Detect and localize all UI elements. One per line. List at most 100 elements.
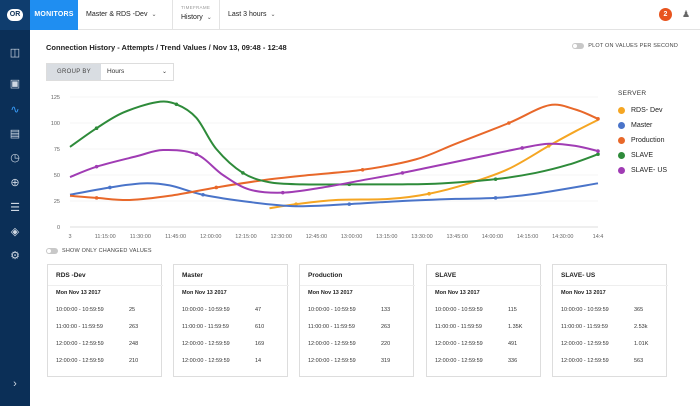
clock-icon[interactable]: ◷ (10, 152, 20, 164)
x-tick-label: 3 (68, 234, 71, 240)
card-title: SLAVE (435, 272, 457, 279)
settings-icon[interactable]: ⚙ (10, 250, 20, 262)
search-zoom-icon[interactable]: ⊕ (10, 177, 20, 189)
legend-title: SERVER (618, 90, 647, 97)
toggle-switch[interactable] (46, 248, 58, 254)
changed-values-toggle[interactable]: SHOW ONLY CHANGED VALUES (46, 248, 152, 254)
toggle-switch[interactable] (572, 43, 585, 49)
timeframe-select[interactable]: TIMEFRAME History ⌄ (173, 0, 220, 30)
server-summary-card: Production Mon Nov 13 2017 10:00:00 - 10:5… (299, 264, 415, 377)
layers-icon[interactable]: ◈ (10, 226, 20, 238)
legend-label: RDS- Dev (631, 107, 663, 114)
data-point (596, 152, 600, 156)
time-range: 12:00:00 - 12:59:59 (435, 341, 483, 347)
chart-title: Connection History - Attempts / Trend Va… (46, 43, 287, 52)
y-tick-label: 25 (54, 199, 60, 205)
time-range: 11:00:00 - 11:59:59 (308, 324, 355, 330)
legend-dot-icon (618, 137, 625, 144)
data-point (493, 177, 498, 181)
document-icon[interactable]: ▤ (9, 128, 21, 140)
series-line-2 (69, 182, 599, 208)
chevron-down-icon: ⌄ (151, 12, 157, 18)
x-tick-label: 11:45:00 (165, 234, 186, 240)
activity-icon[interactable]: ∿ (10, 104, 20, 116)
sidebar: OR ◫ ▣ ∿ ▤ ◷ ⊕ ☰ ◈ ⚙ › (0, 0, 30, 406)
row-value: 263 (381, 324, 391, 330)
legend-item[interactable]: RDS- Dev (618, 103, 667, 118)
x-tick-label: 11:15:00 (95, 234, 116, 240)
timeframe-value: History (181, 14, 203, 21)
divider (553, 285, 668, 286)
monitor-icon[interactable]: ▣ (9, 78, 21, 90)
series-line-4 (69, 100, 599, 186)
divider (300, 285, 415, 286)
row-value: 319 (381, 358, 391, 364)
group-by-value: Hours (106, 68, 125, 75)
chevron-down-icon: ⌄ (206, 15, 212, 21)
data-point (507, 121, 511, 125)
row-value: 365 (634, 307, 644, 313)
tab-monitors[interactable]: MONITORS (30, 0, 78, 30)
group-by-select[interactable]: Hours ⌄ (100, 64, 173, 80)
group-by-label: GROUP BY (47, 64, 101, 80)
data-point (400, 171, 405, 175)
data-point (294, 202, 298, 206)
card-title: SLAVE- US (561, 272, 596, 279)
x-tick-label: 12:00:00 (200, 234, 221, 240)
y-tick-label: 0 (57, 225, 60, 231)
time-range: 12:00:00 - 12:59:59 (561, 341, 609, 347)
time-range: 11:00:00 - 11:59:59 (435, 324, 482, 330)
time-range: 12:00:00 - 12:59:59 (56, 341, 104, 347)
data-point (174, 102, 179, 107)
series-line-1 (269, 118, 599, 210)
card-title: Master (182, 272, 203, 279)
data-point (214, 185, 219, 190)
x-tick-label: 13:45:00 (446, 234, 467, 240)
time-range: 12:00:00 - 12:59:59 (435, 358, 483, 364)
x-tick-label: 12:30:00 (270, 234, 291, 240)
range-select[interactable]: Last 3 hours ⌄ (220, 0, 280, 30)
time-range: 12:00:00 - 12:59:59 (561, 358, 609, 364)
database-icon[interactable]: ◫ (9, 47, 21, 59)
legend-item[interactable]: Production (618, 133, 667, 148)
row-value: 25 (129, 307, 136, 313)
sliders-icon[interactable]: ☰ (10, 202, 20, 214)
legend-label: Master (631, 122, 653, 129)
expand-icon[interactable]: › (13, 378, 17, 390)
x-tick-label: 14:30:00 (552, 234, 573, 240)
data-point (94, 126, 99, 130)
chevron-down-icon: ⌄ (270, 12, 276, 18)
y-tick-label: 50 (54, 173, 60, 179)
logo-text: OR (7, 9, 23, 21)
x-tick-label: 12:45:00 (306, 234, 327, 240)
x-tick-label: 13:30:00 (411, 234, 432, 240)
time-range: 10:00:00 - 10:59:59 (435, 307, 483, 313)
user-icon[interactable]: ♟ (681, 9, 691, 19)
data-point (94, 164, 99, 169)
legend-item[interactable]: Master (618, 118, 667, 133)
card-date: Mon Nov 13 2017 (561, 290, 606, 296)
plot-per-second-toggle[interactable]: PLOT ON VALUES PER SECOND (572, 43, 678, 49)
x-tick-label: 14:15:00 (517, 234, 538, 240)
data-point (596, 149, 600, 153)
series-line-5 (69, 142, 599, 194)
row-value: 263 (129, 324, 139, 330)
source-select[interactable]: Master & RDS -Dev ⌄ (78, 0, 173, 30)
legend-item[interactable]: SLAVE (618, 148, 667, 163)
data-point (360, 168, 365, 172)
time-range: 10:00:00 - 10:59:59 (182, 307, 230, 313)
notification-badge[interactable]: 2 (659, 8, 672, 21)
series-line-3 (69, 103, 599, 201)
data-point (493, 196, 498, 200)
row-value: 115 (508, 307, 517, 313)
time-range: 12:00:00 - 12:59:59 (182, 358, 230, 364)
y-tick-label: 75 (54, 147, 60, 153)
row-value: 610 (255, 324, 265, 330)
legend-item[interactable]: SLAVE- US (618, 163, 667, 178)
plot-toggle-label: PLOT ON VALUES PER SECOND (588, 43, 678, 49)
data-point (108, 185, 112, 190)
row-value: 220 (381, 341, 391, 347)
app-logo[interactable]: OR (0, 0, 30, 30)
server-summary-card: SLAVE- US Mon Nov 13 2017 10:00:00 - 10:59… (552, 264, 668, 377)
row-value: 210 (129, 358, 139, 364)
